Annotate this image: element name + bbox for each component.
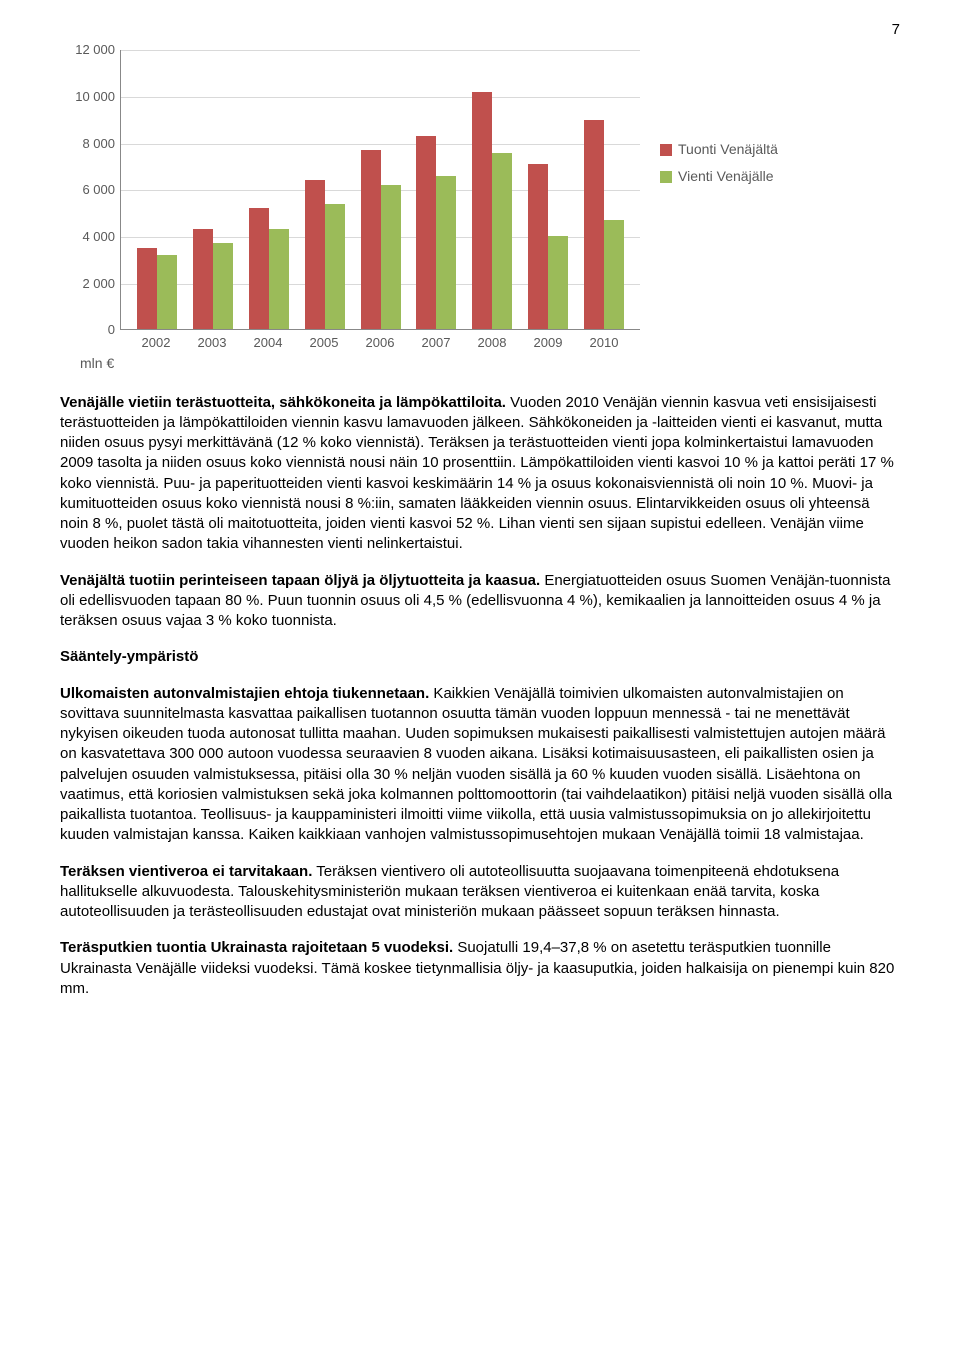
legend-label: Vienti Venäjälle xyxy=(678,167,773,186)
chart-xlabel: 2003 xyxy=(184,334,240,352)
chart-bar xyxy=(584,120,604,329)
trade-chart: 02 0004 0006 0008 00010 00012 000 200220… xyxy=(60,50,900,372)
paragraph-steel-tax-lead: Teräksen vientiveroa ei tarvitakaan. xyxy=(60,863,312,880)
chart-bar xyxy=(548,236,568,329)
paragraph-steel-tax: Teräksen vientiveroa ei tarvitakaan. Ter… xyxy=(60,862,900,923)
legend-swatch xyxy=(660,171,672,183)
chart-bar-group xyxy=(241,50,297,329)
chart-bar xyxy=(381,185,401,329)
chart-bar xyxy=(472,92,492,329)
chart-bar xyxy=(137,248,157,329)
chart-bar xyxy=(213,243,233,329)
legend-item: Vienti Venäjälle xyxy=(660,167,778,186)
chart-bar xyxy=(193,229,213,329)
chart-bar xyxy=(305,180,325,329)
chart-xlabel: 2005 xyxy=(296,334,352,352)
paragraph-exports-body: Vuoden 2010 Venäjän viennin kasvua veti … xyxy=(60,394,894,553)
chart-bar-group xyxy=(185,50,241,329)
chart-unit-label: mln € xyxy=(80,354,640,373)
legend-item: Tuonti Venäjältä xyxy=(660,140,778,159)
chart-ytick: 2 000 xyxy=(82,275,121,293)
paragraph-exports: Venäjälle vietiin terästuotteita, sähkök… xyxy=(60,393,900,555)
chart-bar xyxy=(436,176,456,329)
section-heading-regulation: Sääntely-ympäristö xyxy=(60,647,900,667)
legend-swatch xyxy=(660,144,672,156)
chart-plot-area: 02 0004 0006 0008 00010 00012 000 xyxy=(120,50,640,330)
paragraph-steel-pipes: Teräsputkien tuontia Ukrainasta rajoitet… xyxy=(60,938,900,999)
chart-xlabel: 2006 xyxy=(352,334,408,352)
chart-bar-group xyxy=(408,50,464,329)
chart-bar-group xyxy=(129,50,185,329)
chart-xlabel: 2008 xyxy=(464,334,520,352)
chart-bar xyxy=(249,208,269,329)
chart-bar xyxy=(604,220,624,329)
chart-bar-group xyxy=(297,50,353,329)
chart-ytick: 12 000 xyxy=(75,41,121,59)
chart-bar-group xyxy=(520,50,576,329)
paragraph-imports-lead: Venäjältä tuotiin perinteiseen tapaan öl… xyxy=(60,572,540,589)
paragraph-exports-lead: Venäjälle vietiin terästuotteita, sähkök… xyxy=(60,394,506,411)
chart-bar xyxy=(325,204,345,330)
chart-xlabel: 2002 xyxy=(128,334,184,352)
chart-bar xyxy=(416,136,436,329)
chart-xlabel: 2010 xyxy=(576,334,632,352)
chart-bar xyxy=(528,164,548,329)
chart-xlabel: 2009 xyxy=(520,334,576,352)
chart-bar xyxy=(269,229,289,329)
chart-ytick: 0 xyxy=(108,321,121,339)
chart-legend: Tuonti Venäjältä Vienti Venäjälle xyxy=(660,140,778,194)
paragraph-automakers: Ulkomaisten autonvalmistajien ehtoja tiu… xyxy=(60,684,900,846)
chart-ytick: 8 000 xyxy=(82,135,121,153)
chart-ytick: 4 000 xyxy=(82,228,121,246)
paragraph-automakers-body: Kaikkien Venäjällä toimivien ulkomaisten… xyxy=(60,685,892,844)
chart-bar-group xyxy=(576,50,632,329)
chart-bar xyxy=(492,153,512,330)
page-number: 7 xyxy=(60,20,900,40)
paragraph-imports: Venäjältä tuotiin perinteiseen tapaan öl… xyxy=(60,571,900,632)
paragraph-steel-pipes-lead: Teräsputkien tuontia Ukrainasta rajoitet… xyxy=(60,939,453,956)
chart-bar xyxy=(361,150,381,329)
chart-ytick: 6 000 xyxy=(82,181,121,199)
chart-ytick: 10 000 xyxy=(75,88,121,106)
chart-bar xyxy=(157,255,177,329)
chart-xlabel: 2004 xyxy=(240,334,296,352)
chart-bar-group xyxy=(464,50,520,329)
legend-label: Tuonti Venäjältä xyxy=(678,140,778,159)
chart-bar-group xyxy=(353,50,409,329)
chart-xlabel: 2007 xyxy=(408,334,464,352)
paragraph-automakers-lead: Ulkomaisten autonvalmistajien ehtoja tiu… xyxy=(60,685,429,702)
